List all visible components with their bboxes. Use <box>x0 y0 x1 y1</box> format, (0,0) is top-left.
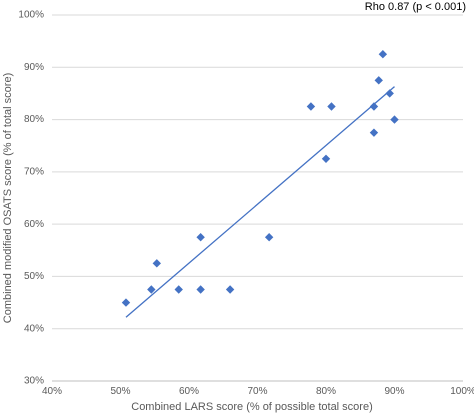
data-point <box>196 285 205 294</box>
data-point <box>152 259 162 268</box>
x-tick-label: 90% <box>384 386 404 397</box>
y-axis-title: Combined modified OSATS score (% of tota… <box>2 73 14 323</box>
x-tick-label: 70% <box>247 386 267 397</box>
trendline-line <box>125 86 395 318</box>
correlation-annotation: Rho 0.87 (p < 0.001) <box>365 1 466 13</box>
trendline <box>125 86 395 318</box>
x-tick-label: 60% <box>179 386 199 397</box>
y-tick-label: 80% <box>24 114 44 125</box>
y-tick-label: 50% <box>24 271 44 282</box>
y-tick-label: 60% <box>24 219 44 230</box>
data-point <box>121 298 131 307</box>
data-point <box>385 89 394 98</box>
data-point <box>264 233 274 242</box>
data-point <box>306 102 316 111</box>
data-point <box>369 128 379 137</box>
x-tick-label: 50% <box>110 386 130 397</box>
y-tick-label: 90% <box>24 62 44 73</box>
x-axis-title: Combined LARS score (% of possible total… <box>131 401 373 413</box>
data-point <box>327 102 336 111</box>
data-point <box>225 285 235 294</box>
data-point <box>321 154 331 163</box>
y-tick-label: 100% <box>18 10 44 21</box>
y-tick-label: 30% <box>24 376 44 387</box>
data-point <box>174 285 183 294</box>
gridlines <box>52 14 463 382</box>
y-tick-label: 40% <box>24 323 44 334</box>
x-tick-label: 40% <box>42 386 62 397</box>
y-tick-label: 70% <box>24 166 44 177</box>
x-tick-label: 80% <box>316 386 336 397</box>
data-point <box>390 115 399 124</box>
data-point <box>369 102 379 111</box>
x-tick-label: 100% <box>450 386 474 397</box>
tick-labels: 30%40%50%60%70%80%90%100%40% 50% 60% 70% 80%… <box>18 10 474 397</box>
data-point <box>196 233 205 242</box>
data-point <box>378 50 388 59</box>
data-point <box>147 285 156 294</box>
data-points <box>121 50 399 307</box>
data-point <box>374 76 383 85</box>
